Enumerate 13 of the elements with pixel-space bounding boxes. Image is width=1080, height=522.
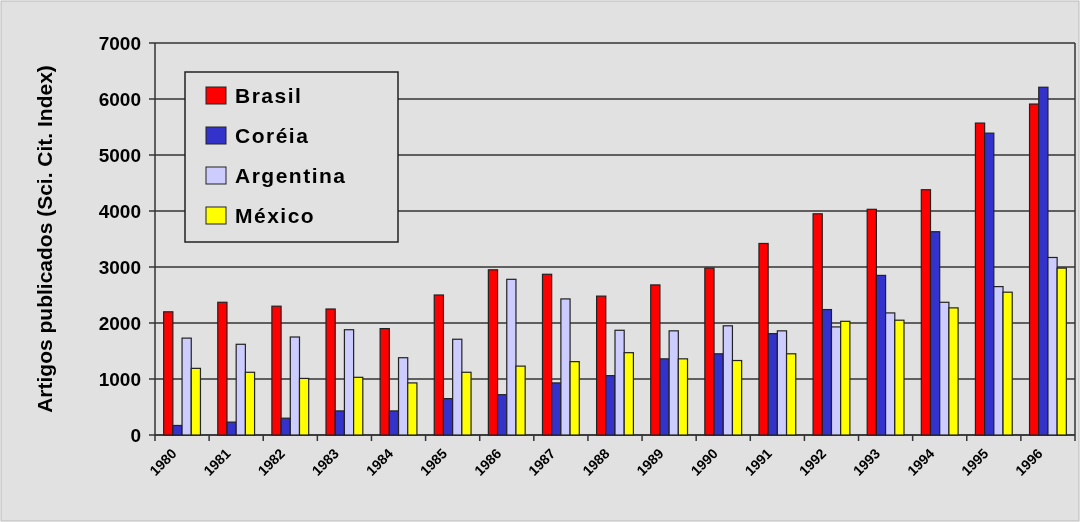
y-tick-label: 6000 bbox=[98, 88, 141, 110]
legend-label: Argentina bbox=[235, 164, 347, 188]
y-tick-label: 0 bbox=[130, 424, 141, 446]
y-tick-label: 4000 bbox=[98, 200, 141, 222]
legend-label: Coréia bbox=[235, 124, 310, 148]
y-tick-label: 2000 bbox=[98, 312, 141, 334]
y-tick-label: 5000 bbox=[98, 144, 141, 166]
y-tick-label: 7000 bbox=[98, 32, 141, 54]
y-tick-label: 1000 bbox=[98, 368, 141, 390]
y-tick-label: 3000 bbox=[98, 256, 141, 278]
legend-label: Brasil bbox=[235, 84, 303, 108]
legend-label: México bbox=[235, 204, 316, 228]
y-axis-title: Artigos publicados (Sci. Cit. Index) bbox=[33, 65, 56, 413]
